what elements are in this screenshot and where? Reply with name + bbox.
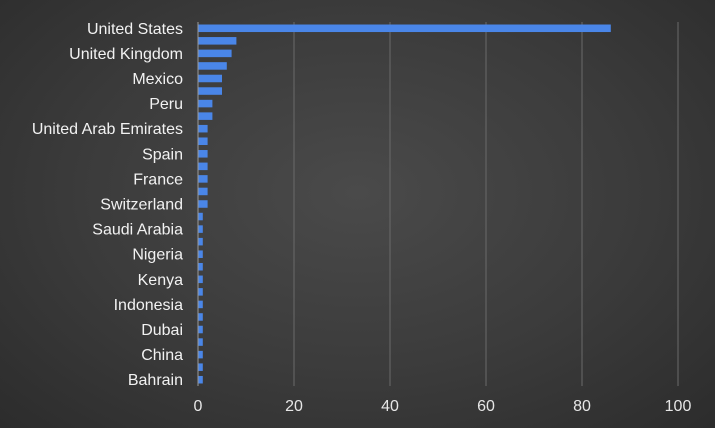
category-label: Nigeria [132, 247, 183, 264]
bar [198, 212, 203, 221]
bar [198, 350, 203, 359]
gridlines [293, 22, 679, 386]
bar [198, 313, 203, 321]
bar [198, 74, 222, 83]
bar [198, 162, 208, 171]
bar [198, 262, 203, 271]
bar [198, 124, 208, 133]
x-tick-label: 80 [573, 398, 591, 415]
bar [198, 200, 208, 208]
x-tick-label: 40 [381, 398, 399, 415]
category-label: Bahrain [128, 372, 183, 389]
category-label: United States [87, 21, 183, 38]
bar [198, 49, 232, 58]
bar [198, 99, 213, 108]
category-label: Mexico [132, 71, 183, 88]
bar [198, 62, 227, 70]
bar [198, 300, 203, 309]
x-tick-label: 20 [285, 398, 303, 415]
bar [198, 87, 222, 95]
bar [198, 250, 203, 258]
category-label: United Arab Emirates [32, 121, 183, 138]
bar [198, 338, 203, 346]
bar [198, 288, 203, 296]
category-label: Spain [142, 146, 183, 163]
bar [198, 325, 203, 334]
bar [198, 137, 208, 146]
bar [198, 275, 203, 284]
x-axis-ticks: 0 20 40 60 80 100 [194, 398, 692, 415]
x-tick-label: 0 [194, 398, 203, 415]
bar [198, 363, 203, 371]
bar [198, 24, 611, 33]
category-label: United Kingdom [69, 46, 183, 63]
bar [198, 237, 203, 246]
x-tick-label: 60 [477, 398, 495, 415]
bar [198, 112, 213, 120]
category-label: Indonesia [114, 297, 183, 314]
category-label: Kenya [138, 272, 183, 289]
bar [198, 187, 208, 196]
bar [198, 150, 208, 158]
bar [198, 37, 237, 45]
category-label: Switzerland [100, 197, 183, 214]
category-label: Dubai [141, 322, 183, 339]
category-label: Peru [149, 96, 183, 113]
category-label: China [141, 347, 183, 364]
category-labels: United States United Kingdom Mexico Peru Uni… [32, 21, 183, 389]
bars [198, 24, 611, 384]
category-label: France [133, 171, 183, 188]
category-label: Saudi Arabia [92, 222, 183, 239]
bar [198, 375, 203, 384]
bar [198, 175, 208, 183]
bar [198, 225, 203, 233]
x-tick-label: 100 [665, 398, 692, 415]
